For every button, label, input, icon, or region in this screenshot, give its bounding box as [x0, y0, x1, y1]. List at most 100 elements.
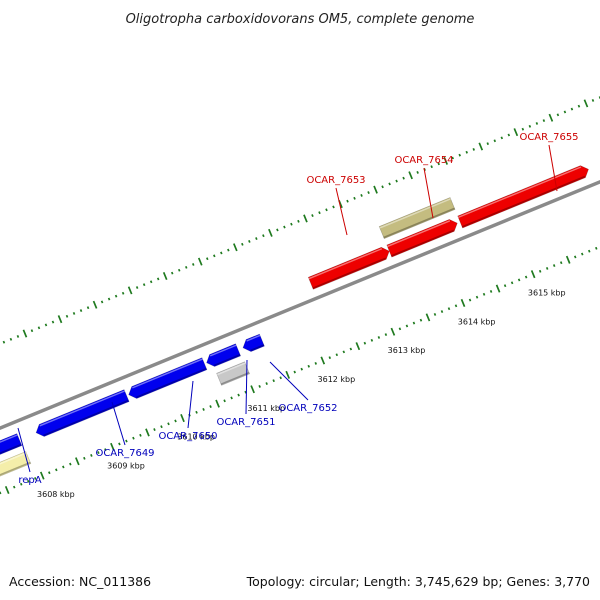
forward-tick: [233, 243, 238, 252]
forward-tick: [177, 268, 181, 272]
reverse-tick: [39, 471, 45, 480]
leader-line-ocar_7655: [548, 144, 558, 192]
forward-tick: [472, 147, 475, 151]
reverse-tick: [510, 281, 514, 285]
forward-tick: [9, 337, 13, 341]
reverse-tick: [412, 321, 416, 325]
reverse-tick: [167, 422, 170, 426]
reverse-tick: [62, 465, 65, 469]
kbp-label: 3613 kbp: [388, 346, 426, 355]
reverse-tick: [293, 370, 296, 374]
gene-feature-f8: [307, 246, 390, 290]
forward-tick: [318, 211, 321, 215]
gene-feature-highlight: [379, 198, 451, 229]
reverse-tick: [320, 356, 326, 365]
reverse-tick: [545, 266, 549, 270]
leader-line-ocar_7653: [335, 187, 348, 236]
tick-marks: [0, 96, 600, 495]
reverse-tick: [250, 385, 255, 394]
gene-features: [0, 165, 589, 477]
forward-tick: [353, 196, 356, 200]
label-leader-lines: [17, 144, 558, 473]
gene-feature-highlight: [216, 362, 246, 376]
forward-tick: [268, 228, 273, 237]
accession-text: Accession: NC_011386: [9, 574, 151, 589]
gene-feature-highlight: [0, 434, 18, 443]
gene-feature-highlight: [387, 220, 451, 248]
forward-tick: [248, 240, 251, 243]
kbp-label: 3614 kbp: [458, 317, 496, 326]
forward-tick: [2, 340, 6, 344]
reverse-tick: [300, 367, 303, 371]
leader-line-ocar_7650: [187, 380, 194, 429]
reverse-tick: [530, 270, 536, 279]
gene-feature-f3: [35, 389, 130, 437]
reverse-tick: [153, 428, 156, 432]
reverse-tick: [559, 261, 563, 265]
forward-tick: [121, 291, 125, 295]
reverse-tick: [4, 485, 10, 495]
forward-tick: [416, 170, 419, 174]
leader-line-repa: [17, 427, 31, 473]
forward-tick: [535, 122, 539, 125]
forward-tick: [493, 139, 497, 143]
gene-feature-shadow: [312, 257, 387, 289]
reverse-tick: [475, 295, 479, 299]
gene-label-ocar_7654: OCAR_7654: [394, 155, 453, 166]
gene-feature-f11: [457, 165, 589, 229]
forward-tick: [542, 119, 546, 123]
leader-line-ocar_7652: [269, 361, 309, 401]
forward-tick: [437, 162, 440, 166]
reverse-tick: [524, 275, 528, 279]
forward-tick: [458, 153, 461, 157]
forward-tick: [255, 237, 258, 241]
forward-tick: [507, 133, 511, 137]
forward-tick: [241, 242, 244, 246]
gene-label-ocar_7652: OCAR_7652: [278, 403, 337, 414]
reverse-tick: [19, 482, 23, 486]
reverse-tick: [265, 382, 268, 385]
reverse-tick: [433, 313, 437, 316]
reverse-tick: [132, 436, 135, 440]
reverse-tick: [90, 454, 93, 457]
reverse-tick: [272, 379, 275, 383]
gene-feature-highlight: [0, 452, 27, 465]
reverse-tick: [440, 310, 444, 314]
forward-tick: [184, 265, 188, 269]
map-title: Oligotropha carboxidovorans OM5, complet…: [126, 12, 475, 27]
forward-tick: [367, 191, 370, 194]
reverse-tick: [370, 338, 374, 342]
forward-tick: [373, 185, 378, 194]
gene-feature-shadow: [461, 175, 586, 228]
gene-feature-shadow: [250, 344, 265, 352]
reverse-tick: [588, 249, 591, 253]
gene-feature-shadow: [0, 443, 22, 455]
forward-tick: [149, 280, 153, 284]
gene-feature-highlight: [209, 344, 237, 357]
gene-feature-shadow: [135, 367, 207, 399]
gene-feature-shadow: [0, 461, 31, 476]
reverse-tick: [454, 304, 458, 308]
gene-feature-highlight: [457, 166, 582, 219]
forward-tick: [86, 306, 90, 310]
gene-label-ocar_7650: OCAR_7650: [158, 431, 217, 442]
forward-tick: [220, 251, 223, 255]
forward-tick: [408, 171, 413, 180]
reverse-tick: [468, 298, 472, 302]
kbp-label: 3611 kbp: [247, 404, 285, 413]
reverse-tick: [230, 396, 233, 400]
reverse-tick: [195, 410, 198, 414]
forward-tick: [478, 142, 484, 151]
forward-tick: [346, 199, 349, 203]
forward-tick: [591, 99, 595, 102]
forward-tick: [30, 329, 34, 333]
reverse-tick: [460, 298, 466, 307]
reverse-tick: [34, 477, 37, 480]
reverse-tick: [279, 376, 282, 380]
forward-tick: [548, 113, 554, 122]
forward-tick: [451, 156, 454, 160]
forward-tick: [227, 248, 230, 252]
forward-tick: [513, 128, 519, 137]
forward-tick: [22, 329, 28, 338]
forward-tick: [114, 294, 118, 298]
